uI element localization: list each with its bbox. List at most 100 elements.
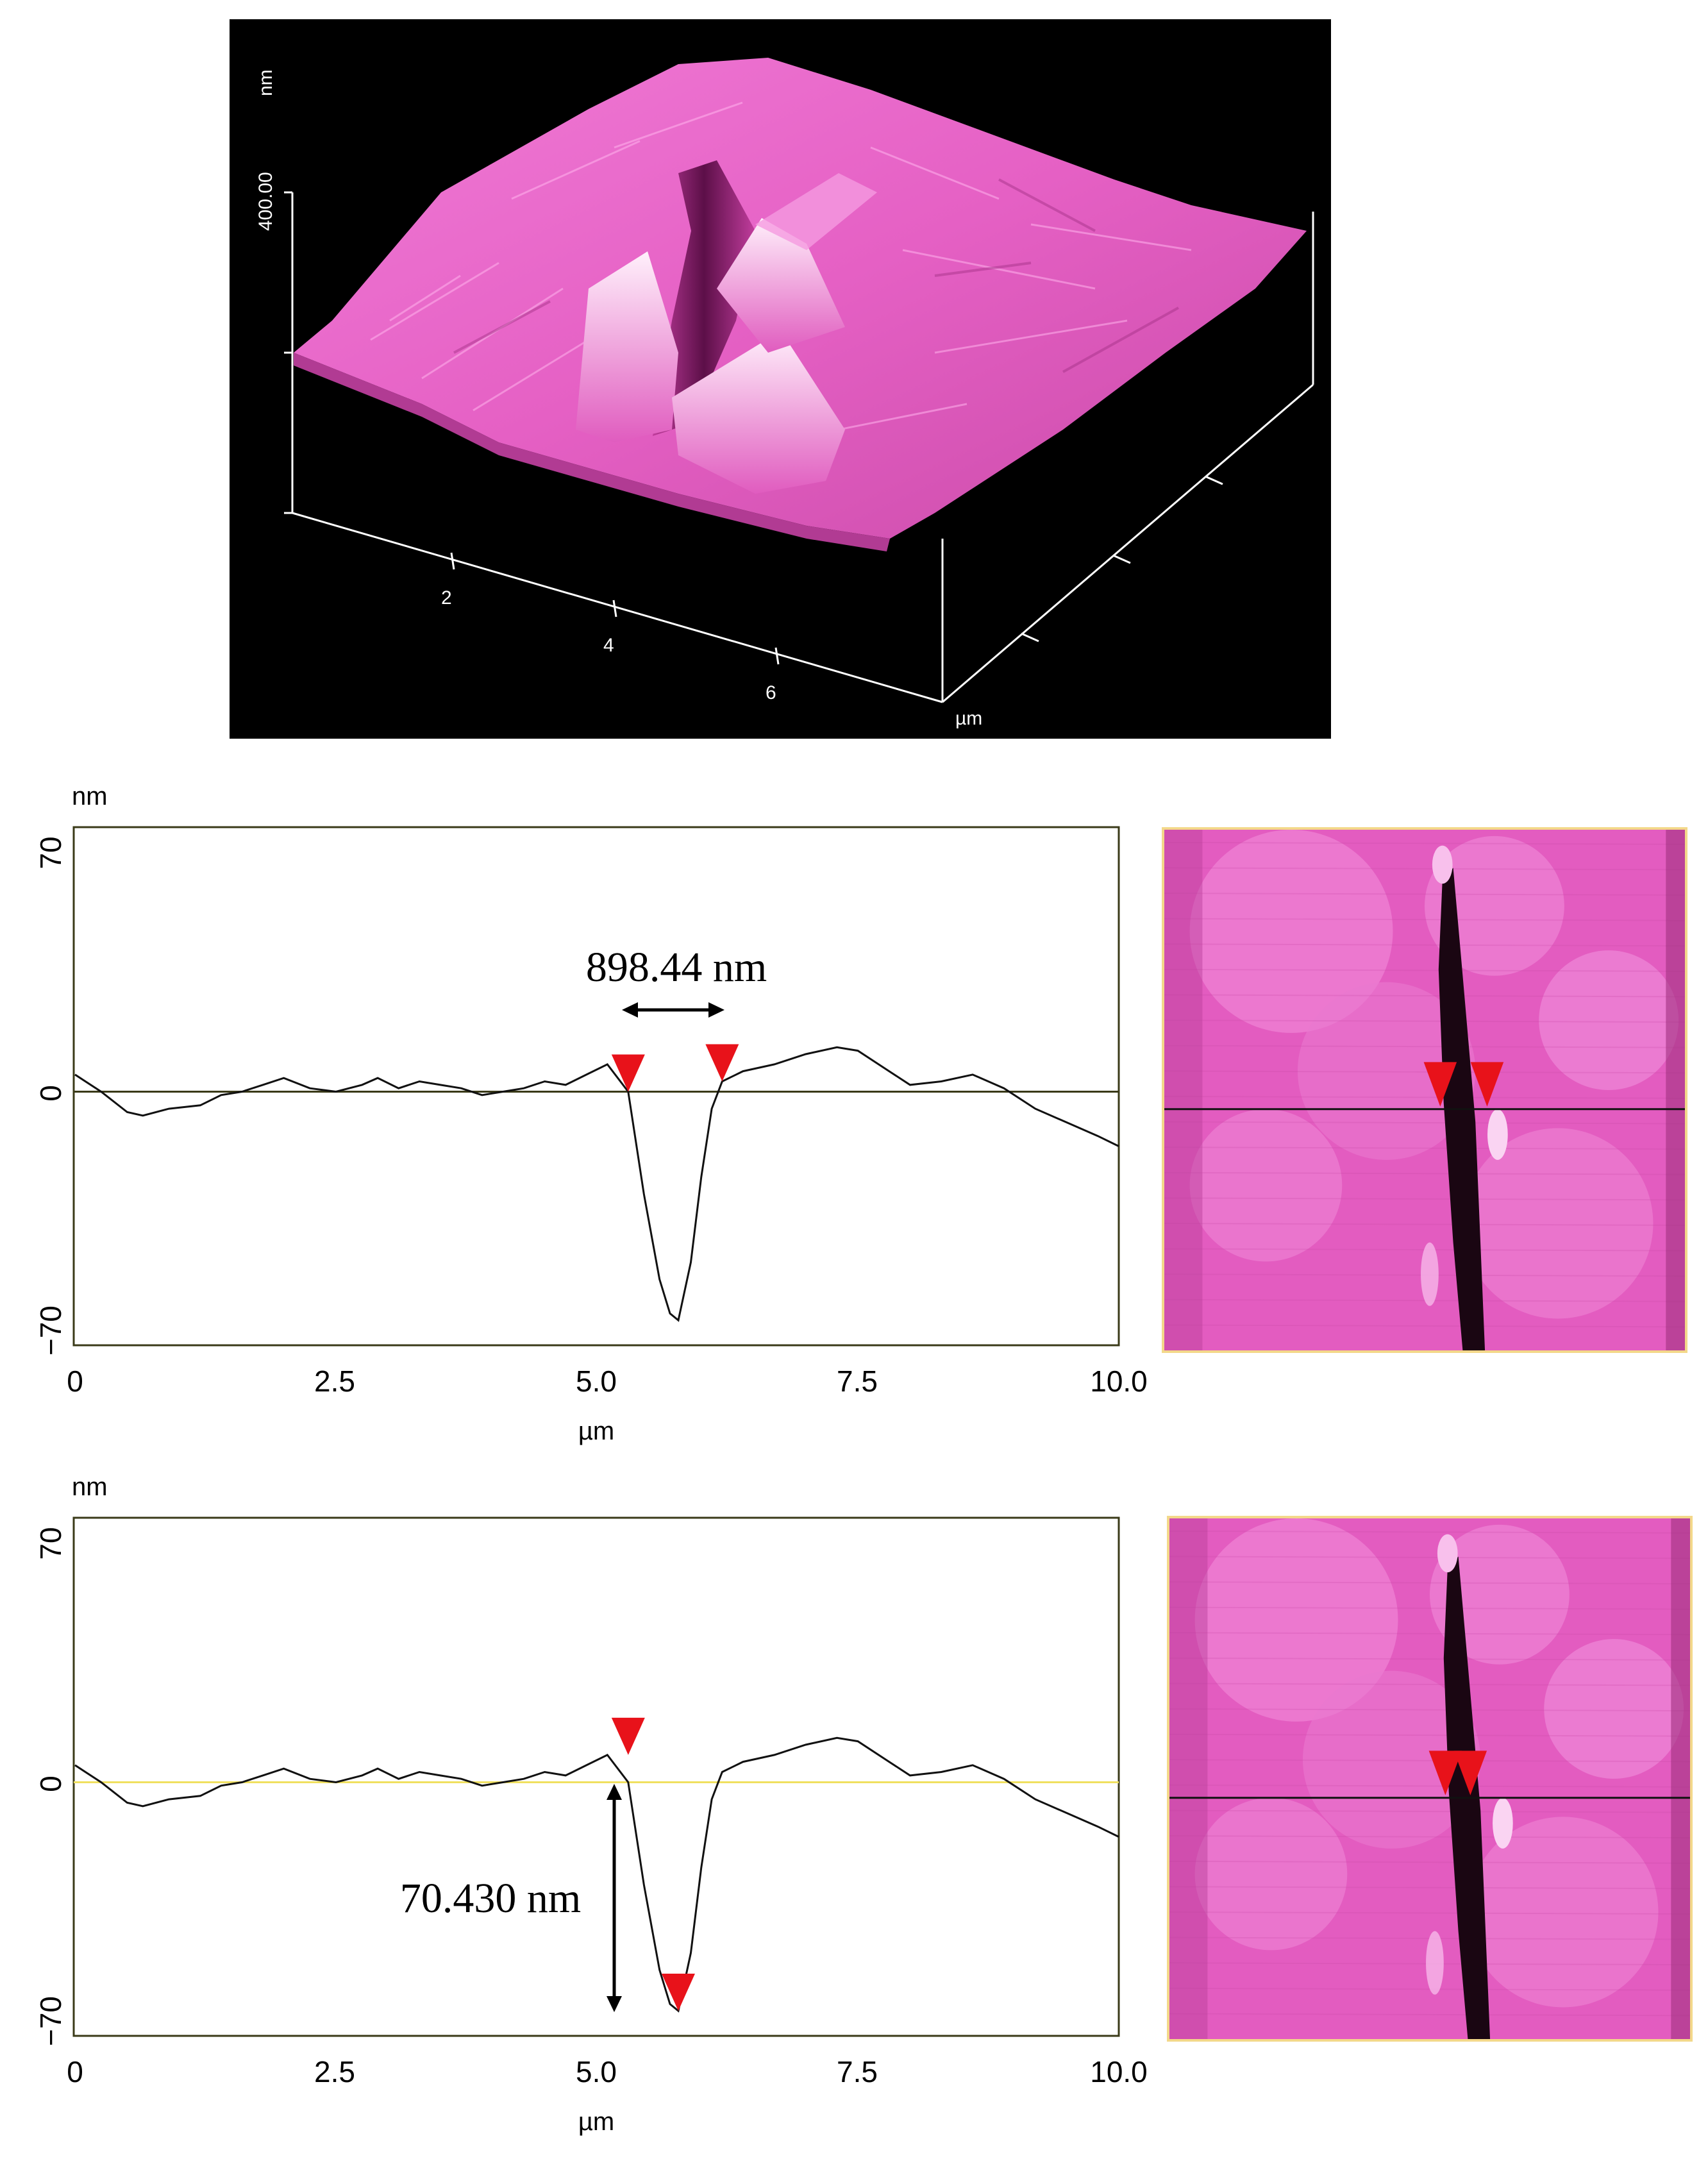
profile-width-ytick-0: 0: [34, 1085, 67, 1102]
afm-crack-edge-highlight: [1421, 1242, 1439, 1306]
afm-scan-line: [1169, 1784, 1690, 1788]
afm-scan-line: [1169, 1911, 1690, 1915]
surface-peak-center: [672, 331, 845, 494]
afm-scan-line: [1164, 893, 1685, 896]
afm-scan-line: [1164, 1298, 1685, 1302]
afm-image-bottom: [1167, 1516, 1693, 2042]
profile-depth-frame: [72, 1516, 1120, 2037]
profile-depth-ytick-neg70: −70: [34, 1996, 67, 2046]
afm-scan-line: [1169, 1683, 1690, 1686]
afm-dark-edge-left: [1169, 1518, 1208, 2039]
profile-width-xtick-5: 5.0: [576, 1365, 617, 1398]
afm-image-top: [1162, 827, 1687, 1353]
afm-3d-surface-panel: nm 400.00 2 4 6 µm: [230, 19, 1331, 739]
afm-scan-line: [1169, 1556, 1690, 1559]
axes-3d: [284, 191, 1314, 703]
afm-scan-line: [1164, 1146, 1685, 1150]
cursor-marker-1: [661, 1974, 695, 2011]
afm-scan-line: [1169, 1886, 1690, 1890]
afm-crack-tip-highlight: [1432, 845, 1453, 884]
afm-cursor-marker-1: [1470, 1062, 1504, 1107]
afm-scan-line: [1164, 1045, 1685, 1048]
profile-width-annotation: 898.44 nm: [586, 944, 767, 991]
afm-bright-region: [1194, 1518, 1398, 1722]
profile-depth-plot: [74, 1717, 1119, 2013]
cursor-marker-1: [705, 1044, 739, 1082]
surface-ridge: [755, 173, 877, 250]
profile-series-line-0: [74, 1736, 1119, 2013]
afm-cursor-marker-0: [1428, 1751, 1462, 1795]
depth-arrow: [607, 1784, 622, 2012]
afm-scan-line: [1164, 918, 1685, 921]
afm-scan-line: [1169, 1708, 1690, 1712]
x-tick-2: 2: [441, 587, 452, 609]
afm-scan-line: [1164, 1020, 1685, 1023]
afm-scan-line: [1169, 2013, 1690, 2017]
afm-scan-line: [1169, 1530, 1690, 1534]
profile-width-ytick-neg70: −70: [34, 1306, 67, 1356]
afm-scan-line: [1164, 841, 1685, 845]
afm-scan-line: [1164, 1222, 1685, 1226]
xy-unit-label: µm: [955, 708, 982, 729]
profile-width-plot: [74, 1044, 1119, 1322]
afm-scan-line: [1164, 1171, 1685, 1175]
afm-scan-line: [1164, 994, 1685, 998]
profile-width-svg: nm 70 0 −70 0 2.5 5.0 7.5 10.0 µm 898.44…: [34, 782, 1148, 1445]
profile-depth-xtick-10: 10.0: [1090, 2055, 1148, 2088]
afm-crack-tip-highlight: [1437, 1534, 1458, 1573]
profile-width-xtick-2_5: 2.5: [314, 1365, 355, 1398]
profile-depth-annotation: 70.430 nm: [400, 1875, 581, 1922]
profile-width-xtick-10: 10.0: [1090, 1365, 1148, 1398]
afm-scan-line: [1169, 1759, 1690, 1763]
profile-series-line-0: [74, 1046, 1119, 1322]
profile-depth-ytick-0: 0: [34, 1776, 67, 1792]
afm-scan-line: [1169, 1632, 1690, 1636]
afm-scan-line: [1169, 1657, 1690, 1661]
afm-crack-edge-highlight: [1493, 1797, 1513, 1849]
profile-depth-xtick-5: 5.0: [576, 2055, 617, 2088]
z-unit-label: nm: [255, 69, 276, 96]
afm-image-bottom-svg: [1169, 1518, 1690, 2039]
afm-scan-line: [1164, 867, 1685, 871]
afm-dark-edge-right: [1666, 830, 1685, 1350]
afm-scan-line: [1164, 943, 1685, 947]
afm-cursor-marker-1: [1453, 1751, 1487, 1795]
profile-width-x-unit: µm: [578, 1417, 614, 1445]
profile-depth-ytick-70: 70: [34, 1527, 67, 1559]
afm-bright-region: [1194, 1797, 1348, 1951]
afm-image-top-svg: [1164, 830, 1685, 1350]
z-value-label: 400.00: [255, 172, 276, 231]
afm-bright-region: [1297, 982, 1476, 1160]
cursor-marker-0: [611, 1054, 645, 1092]
afm-bright-region: [1189, 1109, 1343, 1262]
afm-crack-edge-highlight: [1487, 1109, 1508, 1160]
afm-dark-edge-right: [1671, 1518, 1690, 2039]
afm-scan-line: [1169, 1733, 1690, 1737]
afm-scan-line: [1164, 1095, 1685, 1099]
profile-width-xtick-0: 0: [67, 1365, 83, 1398]
surface-trench: [653, 160, 755, 436]
afm-bright-region: [1544, 1639, 1684, 1779]
afm-scan-line: [1164, 1070, 1685, 1074]
profile-chart-width: nm 70 0 −70 0 2.5 5.0 7.5 10.0 µm 898.44…: [0, 760, 1154, 1484]
afm-scan-line: [1169, 1835, 1690, 1839]
profile-depth-xtick-7_5: 7.5: [837, 2055, 878, 2088]
afm-scan-line: [1164, 968, 1685, 972]
afm-scan-line: [1164, 1121, 1685, 1125]
x-tick-6: 6: [766, 682, 776, 703]
profile-chart-depth: nm 70 0 −70 0 2.5 5.0 7.5 10.0 µm 70.430…: [0, 1450, 1154, 2175]
afm-crack-edge-highlight: [1426, 1931, 1444, 1995]
afm-bright-region: [1462, 1128, 1654, 1319]
afm-bright-region: [1539, 950, 1679, 1090]
afm-scan-line: [1169, 1860, 1690, 1864]
afm-bright-region: [1189, 830, 1393, 1033]
afm-3d-surface-svg: nm 400.00 2 4 6 µm: [255, 58, 1314, 729]
afm-scan-line: [1169, 1581, 1690, 1584]
afm-scan-line: [1164, 1324, 1685, 1328]
afm-dark-edge-left: [1164, 830, 1203, 1350]
profile-depth-svg: nm 70 0 −70 0 2.5 5.0 7.5 10.0 µm 70.430…: [34, 1473, 1148, 2136]
surface-front-edge: [294, 353, 890, 551]
cursor-marker-0: [611, 1717, 645, 1755]
afm-bright-region: [1302, 1670, 1481, 1849]
x-tick-4: 4: [603, 635, 614, 656]
